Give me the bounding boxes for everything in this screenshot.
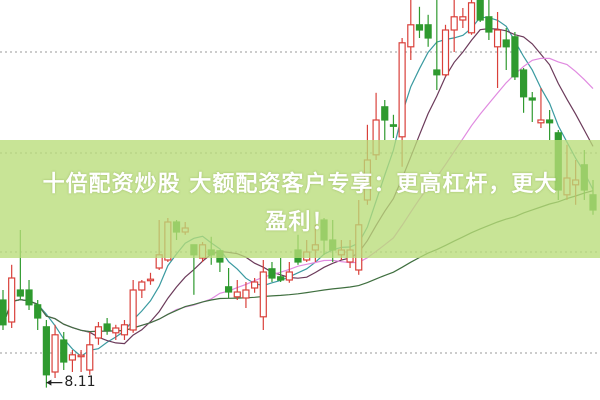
candle xyxy=(459,8,467,28)
candle xyxy=(389,114,398,138)
candle xyxy=(277,258,285,282)
candle xyxy=(546,110,554,140)
candle-body-up xyxy=(94,326,103,339)
candle xyxy=(146,272,155,285)
candle-body-down xyxy=(528,97,536,101)
candle xyxy=(251,278,259,293)
candle-body-up xyxy=(129,289,137,331)
candle xyxy=(25,280,33,310)
candle-body-down xyxy=(25,289,33,306)
candle-body-down xyxy=(103,323,111,331)
candle xyxy=(8,264,16,328)
candle xyxy=(0,290,7,330)
candle xyxy=(224,268,233,298)
candle-body-down xyxy=(424,24,432,39)
candle xyxy=(502,28,510,70)
candle-body-up xyxy=(537,119,545,124)
candle xyxy=(60,332,68,370)
candle-body-up xyxy=(251,281,259,289)
candle-body-up xyxy=(407,24,415,48)
candle xyxy=(285,262,293,283)
candle-body-down xyxy=(60,339,68,363)
candle xyxy=(129,280,137,333)
candle xyxy=(138,280,146,298)
candle-body-up xyxy=(8,277,16,323)
candle xyxy=(511,32,519,80)
candle-body-up xyxy=(77,354,85,358)
candle xyxy=(268,262,276,282)
candle-body-down xyxy=(389,124,398,127)
candle xyxy=(259,260,267,330)
candle xyxy=(233,280,241,300)
candle xyxy=(485,0,493,40)
candle-body-down xyxy=(511,36,519,78)
candle xyxy=(42,320,50,388)
candle-body-up xyxy=(138,281,146,291)
candle-body-up xyxy=(441,29,450,76)
candle-body-down xyxy=(268,268,276,279)
candle-body-up xyxy=(51,334,59,373)
candle xyxy=(450,0,458,52)
ma5-line xyxy=(2,16,594,358)
candle-body-down xyxy=(519,69,528,98)
candle-body-up xyxy=(459,16,467,21)
candle-body-up xyxy=(493,29,502,48)
candle xyxy=(407,0,415,60)
candle xyxy=(120,320,129,340)
candle-body-down xyxy=(502,39,510,48)
low-price-label: 8.11 xyxy=(64,373,96,390)
ad-banner[interactable] xyxy=(0,140,600,258)
candle xyxy=(467,0,476,35)
banner-line-1: 十倍配资炒股 大额配资客户专享：更高杠杆，更大 xyxy=(42,172,558,197)
candle xyxy=(528,92,536,122)
candle-body-up xyxy=(146,278,155,282)
candle xyxy=(381,100,389,140)
candle-body-up xyxy=(398,42,406,138)
candle-body-down xyxy=(34,304,42,319)
candle xyxy=(51,324,59,378)
candle xyxy=(68,350,77,372)
candle xyxy=(103,318,111,335)
candle-body-down xyxy=(42,326,50,376)
candle-body-down xyxy=(224,286,233,293)
ad-banner-text[interactable]: 十倍配资炒股 大额配资客户专享：更高杠杆，更大 盈利！ xyxy=(0,166,600,242)
candle-body-down xyxy=(415,24,424,31)
candle xyxy=(415,6,424,38)
candle xyxy=(441,24,450,77)
candle-body-down xyxy=(16,289,24,297)
candle-body-up xyxy=(285,271,293,281)
candle-body-down xyxy=(381,106,389,121)
candle-body-up xyxy=(112,327,120,334)
candle-body-up xyxy=(68,354,77,361)
candle-body-down xyxy=(546,119,554,124)
candle xyxy=(34,300,42,330)
candle xyxy=(493,12,502,88)
candle xyxy=(77,350,85,372)
banner-line-2: 盈利！ xyxy=(265,210,335,235)
candle xyxy=(242,282,250,308)
candle-body-up xyxy=(259,271,267,318)
candle xyxy=(537,88,545,128)
candle-body-down xyxy=(433,69,441,76)
candle xyxy=(112,324,120,340)
candle-body-up xyxy=(242,289,250,299)
candle-body-down xyxy=(485,16,493,33)
candle-body-down xyxy=(0,299,7,326)
candle-body-down xyxy=(476,0,484,21)
candle xyxy=(476,0,484,22)
candle-body-up xyxy=(467,2,476,34)
candle xyxy=(433,0,441,90)
low-arrow-icon xyxy=(46,379,63,386)
candle xyxy=(94,322,103,345)
candle-body-up xyxy=(86,344,94,371)
arrow-head xyxy=(46,379,52,386)
candle xyxy=(86,332,94,375)
candle-body-down xyxy=(277,276,285,281)
candle xyxy=(519,68,528,113)
candle-body-up xyxy=(450,16,458,31)
candle-body-up xyxy=(233,291,241,298)
candle-body-up xyxy=(120,324,129,336)
candle xyxy=(424,14,432,47)
